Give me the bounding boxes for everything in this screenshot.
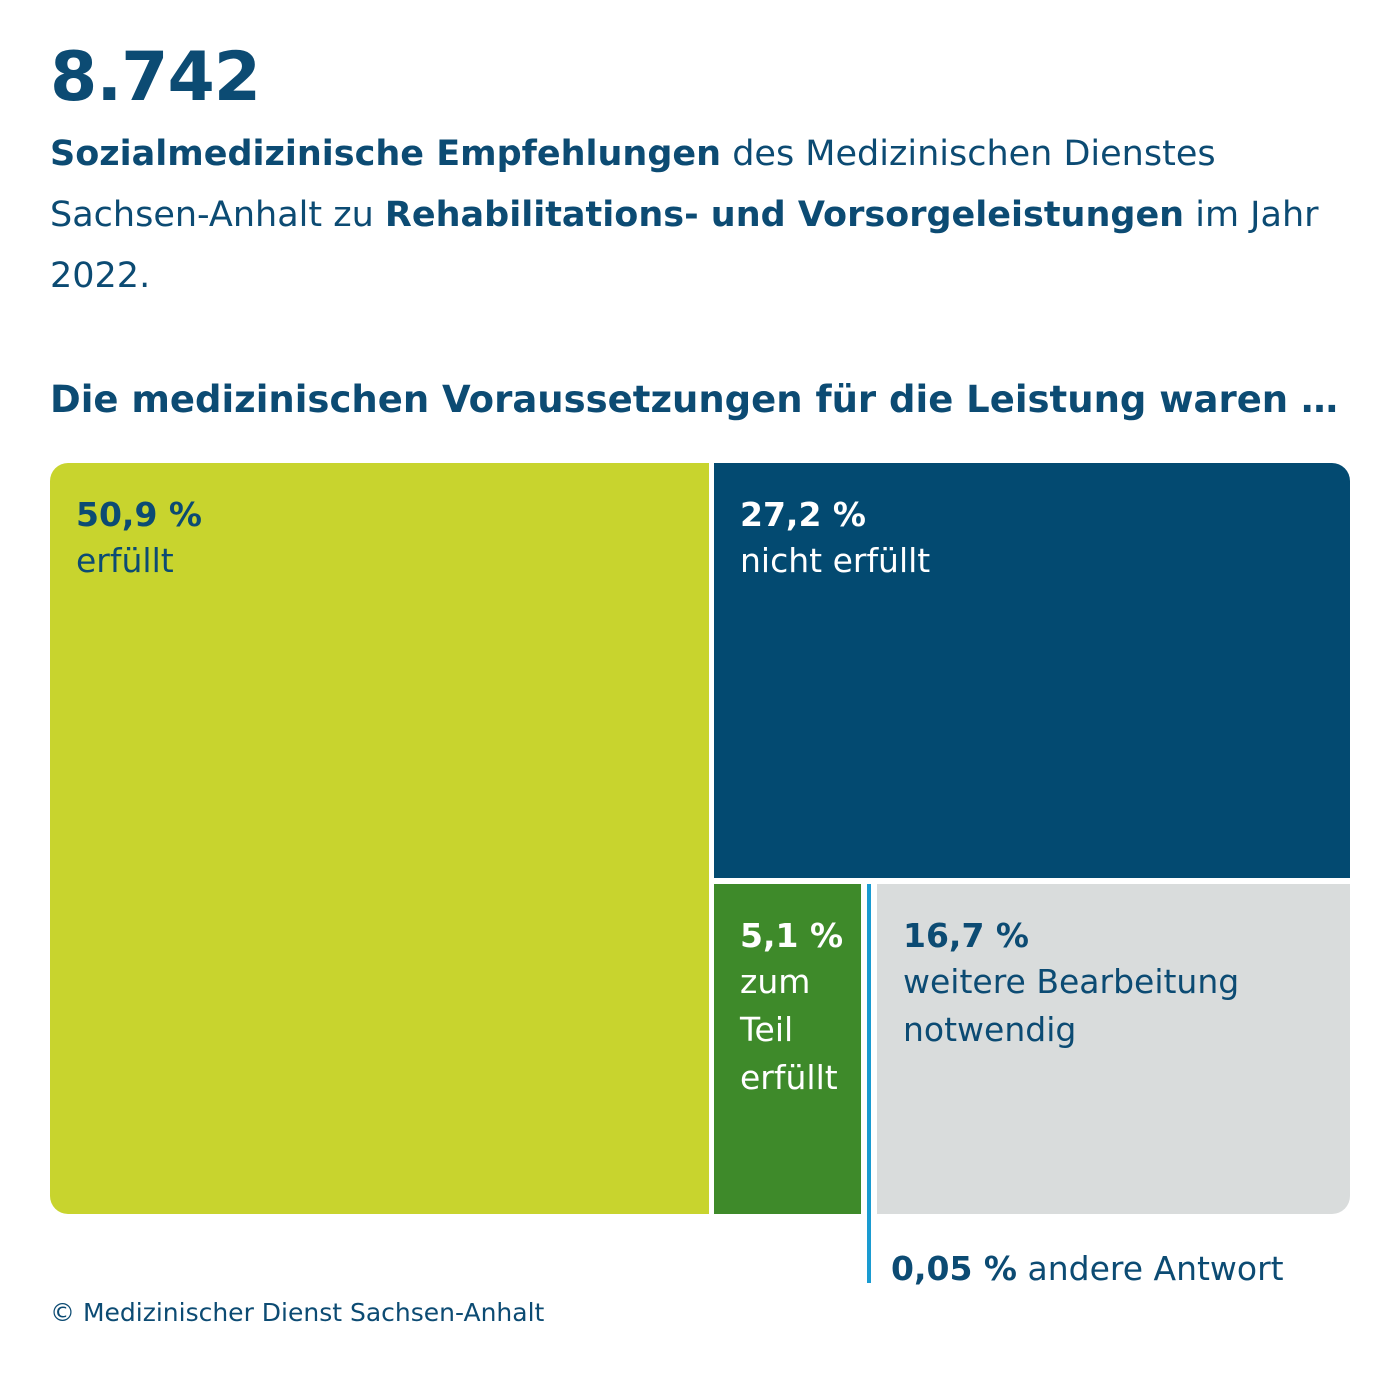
total-count: 8.742 — [50, 38, 261, 117]
segment-andere-antwort — [867, 884, 871, 1283]
intro-bold-2: Rehabilitations- und Vorsorgeleistungen — [384, 195, 1185, 235]
segment-nicht-erfuellt-value: 27,2 % — [740, 495, 866, 534]
segment-zum-teil-erfuellt: 5,1 % zum Teil erfüllt — [714, 884, 861, 1214]
segment-weitere-bearbeitung-value: 16,7 % — [903, 916, 1029, 955]
intro-bold-1: Sozialmedizinische Empfehlungen — [50, 134, 722, 174]
segment-erfuellt-label: 50,9 % erfüllt — [76, 493, 202, 585]
segment-weitere-bearbeitung: 16,7 % weitere Bearbeitung notwendig — [877, 884, 1350, 1214]
segment-andere-antwort-value: 0,05 % — [891, 1249, 1017, 1288]
copyright: © Medizinischer Dienst Sachsen-Anhalt — [50, 1298, 545, 1327]
segment-zum-teil-erfuellt-label: 5,1 % zum Teil erfüllt — [740, 914, 851, 1102]
segment-weitere-bearbeitung-text: weitere Bearbeitung notwendig — [903, 962, 1240, 1049]
segment-andere-antwort-label: 0,05 % andere Antwort — [891, 1247, 1284, 1291]
segment-weitere-bearbeitung-label: 16,7 % weitere Bearbeitung notwendig — [903, 914, 1303, 1054]
segment-zum-teil-erfuellt-value: 5,1 % — [740, 916, 844, 955]
segment-erfuellt-value: 50,9 % — [76, 495, 202, 534]
intro-text-2: im Jahr 2022. — [50, 195, 1319, 296]
segment-erfuellt-text: erfüllt — [76, 541, 174, 580]
segment-nicht-erfuellt-text: nicht erfüllt — [740, 541, 931, 580]
segment-zum-teil-erfuellt-text: zum Teil erfüllt — [740, 962, 838, 1097]
segment-erfuellt: 50,9 % erfüllt — [50, 463, 709, 1214]
segment-nicht-erfuellt: 27,2 % nicht erfüllt — [714, 463, 1350, 878]
intro-text-1: des Medizinischen Dienstes Sachsen-Anhal… — [50, 134, 1216, 235]
segment-nicht-erfuellt-label: 27,2 % nicht erfüllt — [740, 493, 930, 585]
segment-andere-antwort-text: andere Antwort — [1027, 1249, 1284, 1288]
chart-question: Die medizinischen Voraussetzungen für di… — [50, 378, 1339, 421]
intro-text: Sozialmedizinische Empfehlungen des Medi… — [50, 124, 1340, 307]
